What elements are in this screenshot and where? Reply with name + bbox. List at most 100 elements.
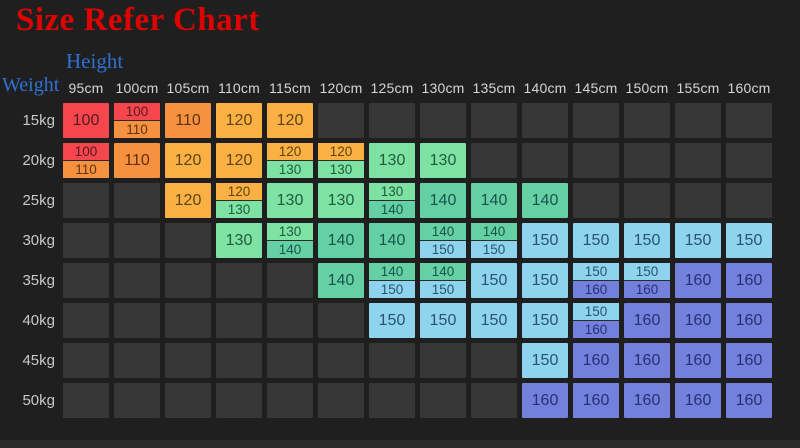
size-cell: 150 bbox=[471, 303, 517, 338]
size-cell: 150 bbox=[522, 343, 568, 378]
empty-cell bbox=[114, 303, 160, 338]
empty-cell bbox=[216, 343, 262, 378]
empty-cell bbox=[318, 383, 364, 418]
size-cell: 140 bbox=[522, 183, 568, 218]
column-header: 150cm bbox=[625, 80, 669, 96]
empty-cell bbox=[63, 343, 109, 378]
column-header: 125cm bbox=[370, 80, 414, 96]
row-label: 50kg bbox=[22, 392, 55, 409]
split-bottom: 140 bbox=[369, 201, 415, 218]
empty-cell bbox=[63, 383, 109, 418]
size-cell: 160 bbox=[675, 263, 721, 298]
split-bottom: 140 bbox=[267, 241, 313, 258]
empty-cell bbox=[267, 303, 313, 338]
split-bottom: 150 bbox=[420, 281, 466, 298]
split-bottom: 160 bbox=[573, 281, 619, 298]
split-bottom: 130 bbox=[267, 161, 313, 178]
size-cell: 120 bbox=[216, 103, 262, 138]
empty-cell bbox=[624, 103, 670, 138]
size-cell: 130 bbox=[216, 223, 262, 258]
split-bottom: 130 bbox=[216, 201, 262, 218]
height-axis-label: Height bbox=[66, 49, 124, 73]
size-cell-split: 120 130 bbox=[318, 143, 364, 178]
split-top: 150 bbox=[624, 263, 670, 281]
column-header: 110cm bbox=[218, 80, 260, 96]
row-label: 35kg bbox=[22, 272, 55, 289]
column-header: 130cm bbox=[421, 80, 465, 96]
empty-cell bbox=[726, 143, 772, 178]
size-cell-split: 150 160 bbox=[573, 303, 619, 338]
split-bottom: 150 bbox=[471, 241, 517, 258]
row-label: 40kg bbox=[22, 312, 55, 329]
column-header: 95cm bbox=[68, 80, 104, 96]
split-top: 120 bbox=[216, 183, 262, 201]
empty-cell bbox=[471, 103, 517, 138]
empty-cell bbox=[369, 103, 415, 138]
empty-cell bbox=[267, 263, 313, 298]
size-cell: 140 bbox=[318, 223, 364, 258]
empty-cell bbox=[369, 343, 415, 378]
empty-cell bbox=[471, 343, 517, 378]
empty-cell bbox=[63, 263, 109, 298]
column-header: 145cm bbox=[574, 80, 618, 96]
split-top: 130 bbox=[369, 183, 415, 201]
split-bottom: 160 bbox=[573, 321, 619, 338]
size-cell: 150 bbox=[522, 223, 568, 258]
size-cell: 140 bbox=[369, 223, 415, 258]
size-cell: 150 bbox=[522, 303, 568, 338]
empty-cell bbox=[318, 343, 364, 378]
size-cell: 150 bbox=[726, 223, 772, 258]
empty-cell bbox=[165, 303, 211, 338]
size-cell: 120 bbox=[216, 143, 262, 178]
split-top: 140 bbox=[420, 263, 466, 281]
empty-cell bbox=[675, 103, 721, 138]
empty-cell bbox=[420, 103, 466, 138]
split-bottom: 150 bbox=[420, 241, 466, 258]
empty-cell bbox=[726, 103, 772, 138]
split-top: 140 bbox=[369, 263, 415, 281]
empty-cell bbox=[267, 383, 313, 418]
empty-cell bbox=[114, 183, 160, 218]
size-cell: 150 bbox=[624, 223, 670, 258]
size-cell-split: 140 150 bbox=[369, 263, 415, 298]
empty-cell bbox=[216, 303, 262, 338]
split-top: 100 bbox=[114, 103, 160, 121]
size-cell: 140 bbox=[471, 183, 517, 218]
size-cell-split: 150 160 bbox=[624, 263, 670, 298]
size-cell: 150 bbox=[369, 303, 415, 338]
empty-cell bbox=[624, 143, 670, 178]
split-bottom: 130 bbox=[318, 161, 364, 178]
size-cell: 160 bbox=[675, 383, 721, 418]
empty-cell bbox=[522, 103, 568, 138]
size-cell-split: 140 150 bbox=[420, 263, 466, 298]
split-bottom: 160 bbox=[624, 281, 670, 298]
page-title: Size Refer Chart bbox=[16, 2, 260, 38]
size-cell: 160 bbox=[726, 303, 772, 338]
split-bottom: 110 bbox=[114, 121, 160, 138]
empty-cell bbox=[471, 143, 517, 178]
empty-cell bbox=[369, 383, 415, 418]
empty-cell bbox=[318, 303, 364, 338]
size-cell: 160 bbox=[624, 303, 670, 338]
size-cell-split: 130 140 bbox=[267, 223, 313, 258]
empty-cell bbox=[216, 263, 262, 298]
empty-cell bbox=[63, 183, 109, 218]
column-header: 155cm bbox=[676, 80, 720, 96]
size-cell: 130 bbox=[318, 183, 364, 218]
size-cell: 110 bbox=[114, 143, 160, 178]
split-bottom: 150 bbox=[369, 281, 415, 298]
size-cell: 120 bbox=[165, 143, 211, 178]
size-cell: 110 bbox=[165, 103, 211, 138]
empty-cell bbox=[573, 143, 619, 178]
empty-cell bbox=[726, 183, 772, 218]
empty-cell bbox=[471, 383, 517, 418]
weight-axis-label: Weight bbox=[2, 74, 60, 96]
empty-cell bbox=[165, 263, 211, 298]
size-cell: 120 bbox=[165, 183, 211, 218]
empty-cell bbox=[165, 343, 211, 378]
empty-cell bbox=[216, 383, 262, 418]
row-label: 20kg bbox=[22, 152, 55, 169]
size-cell: 150 bbox=[675, 223, 721, 258]
size-cell: 160 bbox=[675, 343, 721, 378]
size-cell: 150 bbox=[522, 263, 568, 298]
